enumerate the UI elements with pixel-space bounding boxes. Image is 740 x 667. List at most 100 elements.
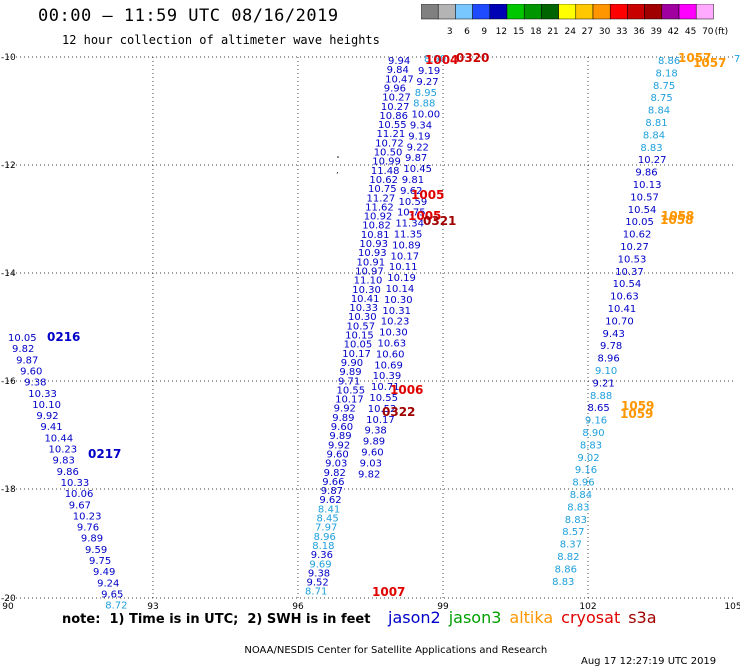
swh-value: 8.84 <box>648 106 670 117</box>
swh-value: 8.18 <box>655 68 677 79</box>
scale-label: 70 <box>702 27 714 36</box>
swh-value: 11.34 <box>395 219 424 230</box>
swh-value: 9.19 <box>408 131 430 142</box>
swh-value: 10.71 <box>371 382 400 393</box>
swh-value: 9.60 <box>327 449 349 460</box>
swh-value: 10.54 <box>613 279 642 290</box>
scale-label: 18 <box>530 27 542 36</box>
scale-label: 27 <box>582 27 593 36</box>
swh-value: 9.67 <box>69 500 91 511</box>
satellite-cryosat: cryosat <box>561 608 621 627</box>
swh-value: 9.43 <box>603 329 625 340</box>
swh-value: 10.55 <box>369 393 398 404</box>
swh-value: 10.30 <box>384 295 413 306</box>
swh-value: 10.30 <box>348 312 377 323</box>
swh-value: 10.27 <box>382 93 411 104</box>
scale-unit: (ft) <box>715 27 729 36</box>
swh-value: 10.13 <box>633 180 662 191</box>
swh-value: 9.02 <box>577 453 599 464</box>
swh-value: 10.17 <box>342 349 371 360</box>
swh-value: 9.16 <box>575 465 597 476</box>
lon-label: 96 <box>292 602 304 610</box>
swh-value: 10.57 <box>630 192 659 203</box>
swh-value: 9.34 <box>410 121 432 132</box>
swh-value: 9.19 <box>418 66 440 77</box>
swh-value: 9.03 <box>325 459 347 470</box>
satellite-jason3: jason3 <box>448 608 502 627</box>
pass-label: 1005 <box>411 188 444 202</box>
swh-value: 10.17 <box>390 251 419 262</box>
swh-value: 11.48 <box>371 166 400 177</box>
pass-label: 1059 <box>620 407 653 421</box>
swh-value: 9.75 <box>89 556 111 567</box>
swh-value: 9.16 <box>585 416 607 427</box>
swh-value: 10.06 <box>65 489 94 500</box>
scale-label: 21 <box>547 27 558 36</box>
swh-value: 9.83 <box>53 456 75 467</box>
swh-value: 10.47 <box>385 74 414 85</box>
swh-value: 10.44 <box>44 433 73 444</box>
swh-value: 10.81 <box>361 230 390 241</box>
satellite-altika: altika <box>509 608 554 627</box>
swh-value: 9.78 <box>600 341 622 352</box>
swh-value: 9.60 <box>331 422 353 433</box>
scale-label: 3 <box>447 27 453 36</box>
swh-value: 8.18 <box>312 541 334 552</box>
swh-value: 8.82 <box>557 552 579 563</box>
swh-value: 8.96 <box>314 532 336 543</box>
note-text: note: 1) Time is in UTC; 2) SWH is in fe… <box>62 612 371 627</box>
swh-value: 9.92 <box>334 404 356 415</box>
swh-value: 10.30 <box>352 285 381 296</box>
scale-label: 15 <box>513 27 524 36</box>
swh-value: 10.62 <box>623 230 652 241</box>
swh-value: 9.86 <box>635 168 657 179</box>
lat-label: -20 <box>1 594 16 604</box>
lat-label: -12 <box>1 161 16 171</box>
swh-value: 10.37 <box>615 267 644 278</box>
swh-value: 10.17 <box>335 395 364 406</box>
swh-value: 9.03 <box>360 458 382 469</box>
swh-value: 8.81 <box>645 118 667 129</box>
swh-value: 10.27 <box>638 155 667 166</box>
swh-value: 8.83 <box>552 577 574 588</box>
swh-value: 11.21 <box>377 129 406 140</box>
swh-value: 7.97 <box>315 523 337 534</box>
swh-value: 10.69 <box>374 360 403 371</box>
swh-value: 10.19 <box>387 273 416 284</box>
swh-value: 8.96 <box>598 354 620 365</box>
pass-label: 1005 <box>408 209 441 223</box>
satellite-s3a: s3a <box>628 608 657 627</box>
swh-value: 9.66 <box>322 477 344 488</box>
island-mark <box>337 156 339 158</box>
swh-value: 10.75 <box>368 184 397 195</box>
lon-label: 99 <box>437 602 449 610</box>
lon-label: 102 <box>579 602 596 610</box>
swh-value: 10.45 <box>403 164 432 175</box>
scale-label: 24 <box>564 27 576 36</box>
swh-value: 10.63 <box>378 339 407 350</box>
swh-value: 8.86 <box>555 564 577 575</box>
swh-value: 9.89 <box>332 413 354 424</box>
swh-value: 10.33 <box>349 303 378 314</box>
swh-value: 8.72 <box>105 601 127 610</box>
swh-value: 9.87 <box>405 153 427 164</box>
lat-label: -10 <box>1 53 16 63</box>
swh-value: 10.75 <box>397 208 426 219</box>
swh-value: 8.75 <box>653 81 675 92</box>
scale-label: 33 <box>616 27 627 36</box>
scale-label: 36 <box>633 27 645 36</box>
swh-value: 9.89 <box>329 431 351 442</box>
satellite-legend: jason2 jason3 altika cryosat s3a <box>388 608 665 627</box>
pass-label: 1058 <box>661 209 694 223</box>
swh-value: 9.82 <box>12 344 34 355</box>
swh-value: 10.92 <box>364 212 393 223</box>
scale-label: 45 <box>685 27 696 36</box>
swh-value: 8.96 <box>572 478 594 489</box>
swh-value: 8.45 <box>317 514 339 525</box>
swh-value: 10.55 <box>378 120 407 131</box>
swh-value: 9.62 <box>319 495 341 506</box>
swh-value: 9.49 <box>93 567 115 578</box>
swh-value: 8.83 <box>580 440 602 451</box>
swh-value: 9.60 <box>20 366 42 377</box>
satellite-jason2: jason2 <box>388 608 441 627</box>
